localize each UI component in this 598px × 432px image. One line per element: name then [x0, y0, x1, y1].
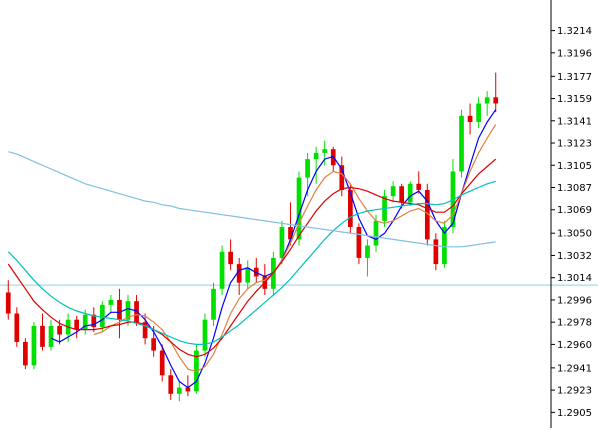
y-tick-label: 1.2905 [557, 408, 592, 419]
candle-body [459, 115, 464, 172]
candle-body [159, 350, 165, 376]
candle-body [125, 301, 131, 320]
candle-body [117, 299, 122, 320]
y-tick-label: 1.3123 [557, 139, 592, 150]
candle-body [5, 292, 11, 314]
candle-body [279, 227, 285, 258]
candle-body [142, 322, 148, 339]
candle-body [373, 220, 379, 246]
candle-body [48, 325, 54, 347]
ma-line-mid [93, 124, 497, 373]
candle-body [356, 227, 362, 258]
candle-body [399, 186, 405, 203]
candle-body [31, 325, 37, 366]
y-tick-label: 1.3032 [557, 251, 592, 262]
candle-body [433, 239, 439, 265]
candle-body [416, 183, 422, 190]
candle-body [424, 189, 430, 240]
candle-body [23, 341, 28, 366]
candle-body [57, 325, 62, 335]
candle-body [245, 267, 251, 283]
candle-body [236, 264, 242, 283]
candle-body [40, 325, 45, 347]
y-tick-label: 1.3214 [557, 26, 592, 37]
y-tick-label: 1.2978 [557, 318, 592, 329]
y-tick-label: 1.3087 [557, 183, 592, 194]
candle-body [14, 313, 20, 342]
candle-body [442, 227, 447, 265]
candle-body [151, 338, 157, 351]
y-tick-label: 1.3177 [557, 72, 592, 83]
y-tick-label: 1.3105 [557, 161, 592, 172]
y-tick-label: 1.3069 [557, 205, 592, 216]
candle-body [168, 375, 174, 394]
candle-body [305, 159, 310, 178]
candle-body [347, 189, 353, 228]
candle-body [82, 314, 88, 330]
candle-body [296, 177, 302, 240]
y-tick-label: 1.2923 [557, 386, 592, 397]
candle-body [91, 314, 97, 328]
candle-body [484, 97, 490, 104]
y-tick-label: 1.3159 [557, 94, 592, 105]
y-tick-label: 1.2960 [557, 340, 592, 351]
candle-body [313, 152, 319, 160]
ma-line-slow [7, 180, 496, 345]
candle-body [407, 183, 413, 203]
candle-body [390, 186, 396, 197]
candle-body [108, 299, 114, 305]
candle-body [365, 245, 370, 258]
y-tick-label: 1.2996 [557, 295, 592, 306]
candle-body [493, 97, 499, 104]
ma-line-slowest [8, 151, 496, 248]
candle-body [467, 115, 473, 123]
y-tick-label: 1.2941 [557, 363, 592, 374]
ma-line-long [7, 158, 497, 358]
candle-body [219, 251, 225, 289]
candle-body [202, 319, 208, 351]
y-tick-label: 1.3014 [557, 273, 592, 284]
ma-line-short [50, 109, 497, 389]
candle-body [322, 149, 328, 153]
candle-body [74, 319, 80, 330]
y-tick-label: 1.3141 [557, 116, 592, 127]
y-tick-label: 1.3050 [557, 229, 592, 240]
candle-body [288, 227, 293, 240]
candle-body [228, 251, 233, 265]
candle-body [476, 103, 481, 123]
candle-body [185, 387, 191, 392]
y-tick-label: 1.3196 [557, 48, 592, 59]
candle-body [99, 304, 105, 328]
candle-body [339, 165, 345, 190]
candle-body [176, 387, 182, 394]
candle-body [211, 288, 216, 320]
